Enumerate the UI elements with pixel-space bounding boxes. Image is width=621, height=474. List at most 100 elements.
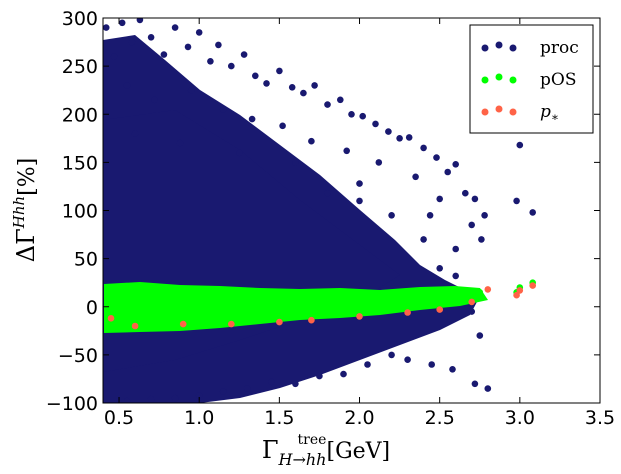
data-point-proc-27: [405, 134, 413, 141]
data-point-proc-44: [308, 137, 315, 145]
data-point-proc-64: [404, 356, 411, 364]
legend-label-pstar-sub: ∗: [551, 110, 559, 124]
x-tick-label-6: 3.5: [585, 407, 615, 429]
legend-marker-pstar-1: [481, 108, 489, 116]
data-point-pos-2: [139, 308, 147, 315]
data-point-proc-30: [444, 168, 452, 176]
legend-marker-proc-3: [509, 44, 517, 52]
data-point-pos-8: [324, 299, 331, 307]
data-point-proc-20: [324, 101, 331, 108]
data-point-p-1: [131, 322, 139, 330]
data-point-proc-72: [219, 388, 227, 395]
data-point-proc-42: [248, 115, 256, 123]
data-point-proc-69: [292, 380, 299, 388]
data-point-proc-17: [288, 84, 296, 91]
y-tick-label-0: −100: [46, 393, 98, 415]
data-point-proc-9: [195, 29, 203, 36]
data-point-proc-4: [136, 18, 144, 24]
data-point-proc-6: [160, 51, 168, 58]
data-point-proc-74: [171, 394, 179, 402]
data-point-pos-1: [123, 284, 131, 291]
proc-dense-cloud: [103, 35, 478, 403]
x-axis-label: ΓH→hh[GeV]: [262, 436, 390, 469]
y-tick-label-4: 100: [62, 201, 98, 223]
legend-label-proc: proc: [540, 38, 579, 58]
data-point-pos-4: [195, 300, 203, 308]
data-point-proc-75: [147, 395, 155, 403]
data-point-pos-11: [420, 295, 427, 303]
x-tick-label-3: 2.0: [344, 407, 374, 429]
data-point-proc-52: [176, 139, 184, 147]
legend-marker-pos-1: [481, 76, 489, 84]
data-point-proc-36: [516, 141, 524, 149]
data-point-proc-50: [478, 236, 485, 243]
data-point-proc-77: [436, 265, 444, 272]
x-tick-label-1: 1.0: [184, 407, 214, 429]
x-axis-ticks: 0.5 1.0 1.5 2.0 2.5 3.0 3.5: [104, 18, 615, 429]
data-point-proc-28: [420, 144, 427, 152]
data-point-p-5: [308, 316, 315, 324]
data-point-proc-51: [131, 130, 139, 137]
data-point-proc-49: [468, 221, 476, 229]
data-point-proc-21: [337, 96, 344, 104]
data-point-proc-7: [171, 24, 179, 31]
data-point-proc-8: [184, 43, 192, 51]
proc-series: [103, 18, 536, 403]
data-point-proc-81: [356, 197, 363, 205]
data-point-pos-13: [468, 291, 476, 299]
y-tick-label-7: 250: [62, 56, 98, 78]
data-point-proc-35: [513, 197, 520, 205]
data-point-p-9: [468, 298, 476, 306]
data-point-proc-14: [252, 72, 259, 80]
legend-marker-pos-3: [509, 76, 517, 84]
data-point-proc-37: [529, 209, 536, 216]
legend-label-pstar-base: p: [540, 102, 551, 122]
y-axis-label-base: ΔΓ: [12, 228, 40, 262]
data-point-proc-47: [412, 173, 419, 181]
data-point-proc-41: [219, 106, 227, 113]
y-tick-label-5: 150: [62, 152, 98, 174]
legend-marker-proc-2: [495, 41, 503, 49]
data-point-pos-6: [260, 305, 267, 313]
data-point-pos-5: [228, 294, 235, 302]
data-point-proc-26: [396, 135, 403, 142]
data-point-proc-78: [452, 272, 460, 280]
data-point-pos-9: [356, 295, 363, 303]
data-point-proc-10: [207, 58, 214, 65]
y-axis-label: ΔΓHhh[%]: [10, 158, 40, 262]
x-tick-label-2: 1.5: [264, 407, 294, 429]
y-axis-label-unit: [%]: [15, 158, 40, 196]
data-point-proc-68: [316, 372, 323, 380]
legend-marker-proc-1: [481, 44, 489, 52]
data-point-pos-7: [292, 297, 299, 305]
x-axis-label-sup: tree: [298, 432, 327, 448]
data-point-p-12: [516, 287, 524, 294]
data-point-proc-16: [276, 67, 283, 75]
y-axis-ticks: −100 −50 0 50 100 150 200 250 300: [46, 8, 600, 415]
legend-marker-pstar-3: [509, 108, 517, 116]
data-point-proc-45: [343, 147, 351, 155]
x-axis-label-sub: H→hh: [278, 450, 327, 469]
y-tick-label-2: 0: [86, 297, 98, 319]
data-point-p-10: [484, 286, 492, 293]
legend-label-pstar: p∗: [540, 102, 559, 124]
data-point-proc-73: [195, 392, 203, 399]
data-point-proc-79: [420, 236, 427, 243]
data-point-proc-66: [364, 361, 371, 368]
data-point-proc-43: [279, 122, 286, 130]
data-point-proc-55: [356, 180, 363, 187]
data-point-proc-24: [372, 120, 379, 128]
x-tick-label-0: 0.5: [104, 407, 134, 429]
data-point-proc-0: [103, 24, 110, 31]
data-point-p-0: [107, 315, 115, 322]
legend-box: [469, 24, 594, 134]
data-point-pos-14: [476, 289, 484, 296]
data-point-pos-3: [163, 291, 171, 299]
data-point-pos-12: [452, 293, 460, 301]
legend-label-pos: pOS: [540, 70, 576, 90]
data-point-p-11: [513, 291, 520, 299]
data-point-pos-0: [107, 295, 115, 303]
data-point-proc-19: [311, 82, 318, 89]
x-tick-label-4: 2.5: [425, 407, 455, 429]
